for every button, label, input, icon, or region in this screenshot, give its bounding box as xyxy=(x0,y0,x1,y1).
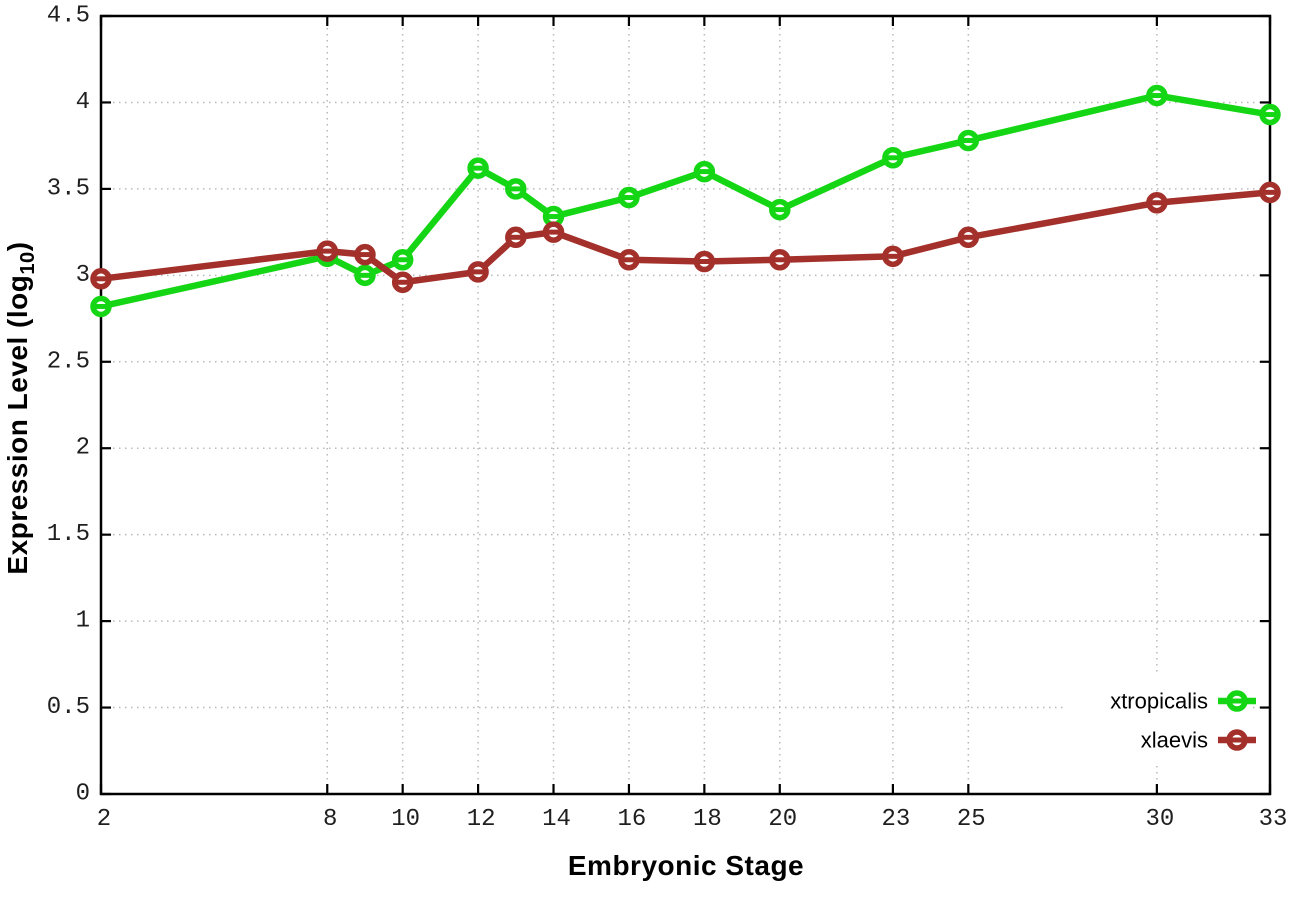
y-axis-title-subscript: 10 xyxy=(16,251,39,275)
x-tick-label: 14 xyxy=(542,806,571,833)
x-tick-label: 23 xyxy=(881,806,910,833)
y-tick-label: 0.5 xyxy=(47,694,90,721)
x-tick-label: 30 xyxy=(1145,806,1174,833)
y-tick-label: 3 xyxy=(76,262,90,289)
y-tick-label: 1 xyxy=(76,608,90,635)
x-tick-label: 25 xyxy=(957,806,986,833)
y-tick-label: 4.5 xyxy=(47,3,90,30)
x-tick-label: 12 xyxy=(467,806,496,833)
y-axis-title-text: Expression Level (log xyxy=(2,274,34,575)
y-tick-label: 3.5 xyxy=(47,175,90,202)
tick-labels: 0 0.5 1 1.5 2 2.5 3 3.5 4 4.5 2 8 10 12 14 16 18 20 23 25 30… xyxy=(47,3,1288,834)
plot-border xyxy=(99,14,1272,796)
legend: xtropicalis xlaevis xyxy=(1110,689,1256,753)
x-axis-title: Embryonic Stage xyxy=(567,850,805,881)
y-tick-label: 4 xyxy=(76,89,90,116)
y-tick-label: 1.5 xyxy=(47,521,90,548)
x-tick-label: 33 xyxy=(1259,806,1288,833)
y-axis-title-close: ) xyxy=(2,241,34,252)
x-tick-label: 2 xyxy=(97,806,111,833)
legend-label-xtropicalis: xtropicalis xyxy=(1110,689,1208,714)
series-xtropicalis xyxy=(90,84,1281,318)
legend-entry-xtropicalis: xtropicalis xyxy=(1110,689,1256,714)
y-tick-label: 2 xyxy=(76,435,90,462)
x-tick-label: 20 xyxy=(768,806,797,833)
x-tick-label: 18 xyxy=(693,806,722,833)
y-tick-label: 0 xyxy=(76,781,90,808)
y-axis-title: Expression Level (log10) xyxy=(2,241,40,574)
x-tick-label: 8 xyxy=(323,806,337,833)
x-tick-label: 16 xyxy=(618,806,647,833)
x-tick-label: 10 xyxy=(391,806,420,833)
legend-background xyxy=(1063,676,1253,764)
legend-entry-xlaevis: xlaevis xyxy=(1141,728,1256,753)
tick-marks xyxy=(99,14,1272,796)
series-xlaevis xyxy=(90,181,1281,293)
y-tick-label: 2.5 xyxy=(47,348,90,375)
legend-label-xlaevis: xlaevis xyxy=(1141,728,1208,753)
